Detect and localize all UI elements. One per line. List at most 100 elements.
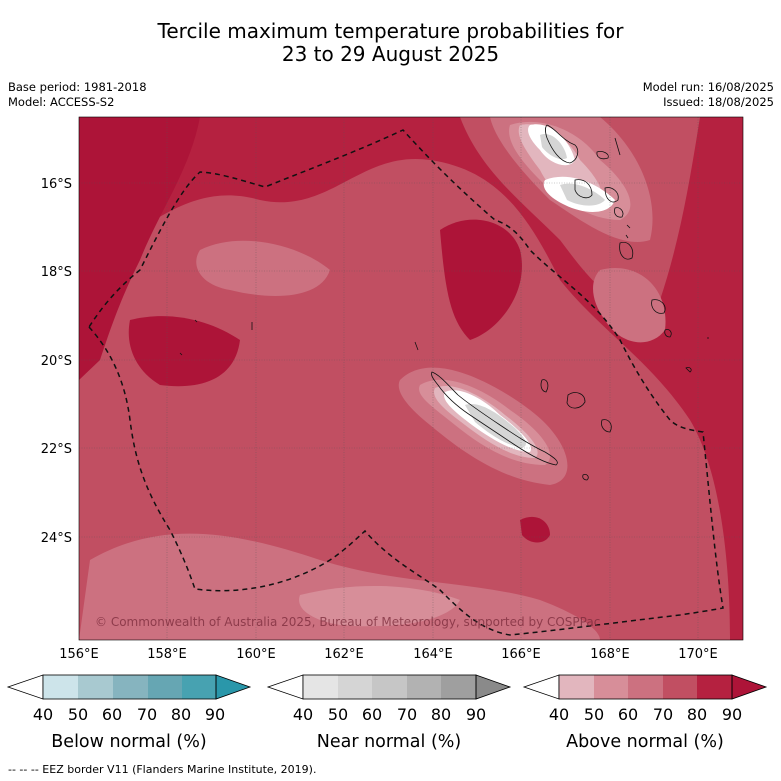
colorbar-below-swatch — [182, 675, 216, 699]
colorbar-near-outline — [302, 674, 477, 700]
colorbar-above-lower-arrow — [522, 674, 560, 700]
vanuatu-small-b — [625, 234, 629, 239]
loyalty-island-lifou — [566, 392, 586, 409]
colorbar-tick: 60 — [362, 705, 382, 724]
title-line-2: 23 to 29 August 2025 — [281, 42, 500, 66]
vanuatu-malakula — [574, 179, 593, 199]
colorbar-above-swatch — [628, 675, 663, 699]
lat-label: 18°S — [41, 265, 72, 280]
vanuatu-aneityum — [664, 329, 672, 338]
vanuatu-epi — [614, 207, 624, 218]
field-60-70-east — [593, 268, 666, 343]
model-run-text: Model run: 16/08/2025 — [642, 80, 774, 94]
colorbar-above-swatch — [663, 675, 697, 699]
colorbar-near-swatch — [407, 675, 441, 699]
field-60-70-bottom — [299, 585, 460, 627]
colorbar-tick: 70 — [397, 705, 417, 724]
probability-field — [79, 117, 743, 640]
colorbar-tick: 40 — [293, 705, 313, 724]
colorbar-above-swatch — [594, 675, 628, 699]
lat-label: 22°S — [41, 442, 72, 457]
lon-label: 164°E — [413, 647, 453, 662]
base-period-text: Base period: 1981-2018 — [8, 80, 147, 94]
field-90-plus-center — [440, 219, 522, 340]
colorbar-tick: 50 — [328, 705, 348, 724]
belep-islet — [414, 341, 419, 351]
colorbar-below-swatch — [148, 675, 182, 699]
colorbar-tick: 80 — [687, 705, 707, 724]
colorbar-below-normal: 40 50 60 70 80 90 Below normal (%) — [6, 674, 252, 752]
colorbar-below-lower-arrow — [6, 674, 44, 700]
colorbar-tick: 40 — [549, 705, 569, 724]
colorbar-title: Above normal (%) — [566, 732, 724, 752]
map-frame — [78, 116, 744, 641]
gridlines — [79, 117, 743, 640]
lat-axis: 16°S 18°S 20°S 22°S 24°S — [41, 177, 72, 546]
field-grey-vanuatu-a — [540, 134, 567, 160]
colorbar-tick: 80 — [431, 705, 451, 724]
field-90-plus-sw — [128, 316, 240, 387]
new-caledonia-coast — [431, 371, 558, 466]
eez-footnote: -- -- -- EEZ border V11 (Flanders Marine… — [8, 763, 317, 776]
title-line-1: Tercile maximum temperature probabilitie… — [157, 19, 624, 43]
colorbar-below-upper-arrow — [215, 674, 252, 700]
colorbar-near-upper-arrow — [475, 674, 512, 700]
colorbar-near-swatch — [372, 675, 407, 699]
colorbar-above-upper-arrow — [731, 674, 768, 700]
colorbar-below-swatch — [113, 675, 148, 699]
colorbar-tick: 90 — [466, 705, 486, 724]
colorbar-below-outline — [42, 674, 217, 700]
lon-label: 156°E — [59, 647, 99, 662]
lon-axis: 156°E 158°E 160°E 162°E 164°E 166°E 168°… — [59, 647, 718, 662]
vanuatu-espiritu-santo — [545, 124, 579, 164]
vanuatu-maewo — [614, 137, 621, 156]
colorbar-above-swatch — [697, 675, 732, 699]
lat-label: 24°S — [41, 531, 72, 546]
chesterfield-islet-c — [179, 352, 183, 356]
model-info: Base period: 1981-2018 Model: ACCESS-S2 — [8, 80, 147, 110]
loyalty-island-ouvea — [540, 379, 549, 393]
colorbar-tick: 40 — [33, 705, 53, 724]
vanuatu-tanna — [651, 299, 666, 314]
lon-label: 160°E — [236, 647, 276, 662]
lat-label: 16°S — [41, 177, 72, 192]
lon-label: 170°E — [678, 647, 718, 662]
colorbar-near-swatch — [303, 675, 338, 699]
matthew-island — [685, 367, 692, 373]
colorbar-above-outline — [558, 674, 733, 700]
lon-label: 162°E — [324, 647, 364, 662]
copyright-notice: © Commonwealth of Australia 2025, Bureau… — [95, 615, 600, 629]
colorbar-near-swatch — [338, 675, 372, 699]
lon-label: 166°E — [501, 647, 541, 662]
vanuatu-ambae — [596, 151, 609, 160]
colorbar-tick: 70 — [653, 705, 673, 724]
field-grey-nc — [465, 404, 526, 448]
coastlines — [179, 124, 709, 481]
colorbar-above-normal: 40 50 60 70 80 90 Above normal (%) — [522, 674, 768, 752]
colorbar-below-swatch — [43, 675, 78, 699]
map-title: Tercile maximum temperature probabilitie… — [0, 20, 781, 66]
field-90-plus-se — [520, 516, 550, 543]
colorbar-title: Below normal (%) — [51, 732, 206, 752]
colorbar-near-lower-arrow — [266, 674, 304, 700]
colorbar-above-swatch — [559, 675, 594, 699]
vanuatu-small-a — [626, 224, 631, 229]
field-grey-vanuatu-b — [560, 183, 605, 206]
colorbar-tick: 60 — [618, 705, 638, 724]
colorbar-tick: 90 — [205, 705, 225, 724]
chesterfield-islet-b — [194, 319, 198, 323]
colorbar-tick: 60 — [102, 705, 122, 724]
isle-of-pines — [582, 474, 589, 481]
vanuatu-efate — [604, 187, 619, 203]
colorbar-title: Near normal (%) — [317, 732, 462, 752]
lon-label: 168°E — [590, 647, 630, 662]
field-60-70-center — [196, 240, 330, 296]
vanuatu-erromango — [619, 241, 634, 260]
colorbar-near-normal: 40 50 60 70 80 90 Near normal (%) — [266, 674, 512, 752]
run-info: Model run: 16/08/2025 Issued: 18/08/2025 — [643, 80, 774, 110]
lat-label: 20°S — [41, 354, 72, 369]
colorbar-tick: 70 — [137, 705, 157, 724]
field-60-70-south — [79, 533, 600, 640]
colorbar-tick: 50 — [584, 705, 604, 724]
